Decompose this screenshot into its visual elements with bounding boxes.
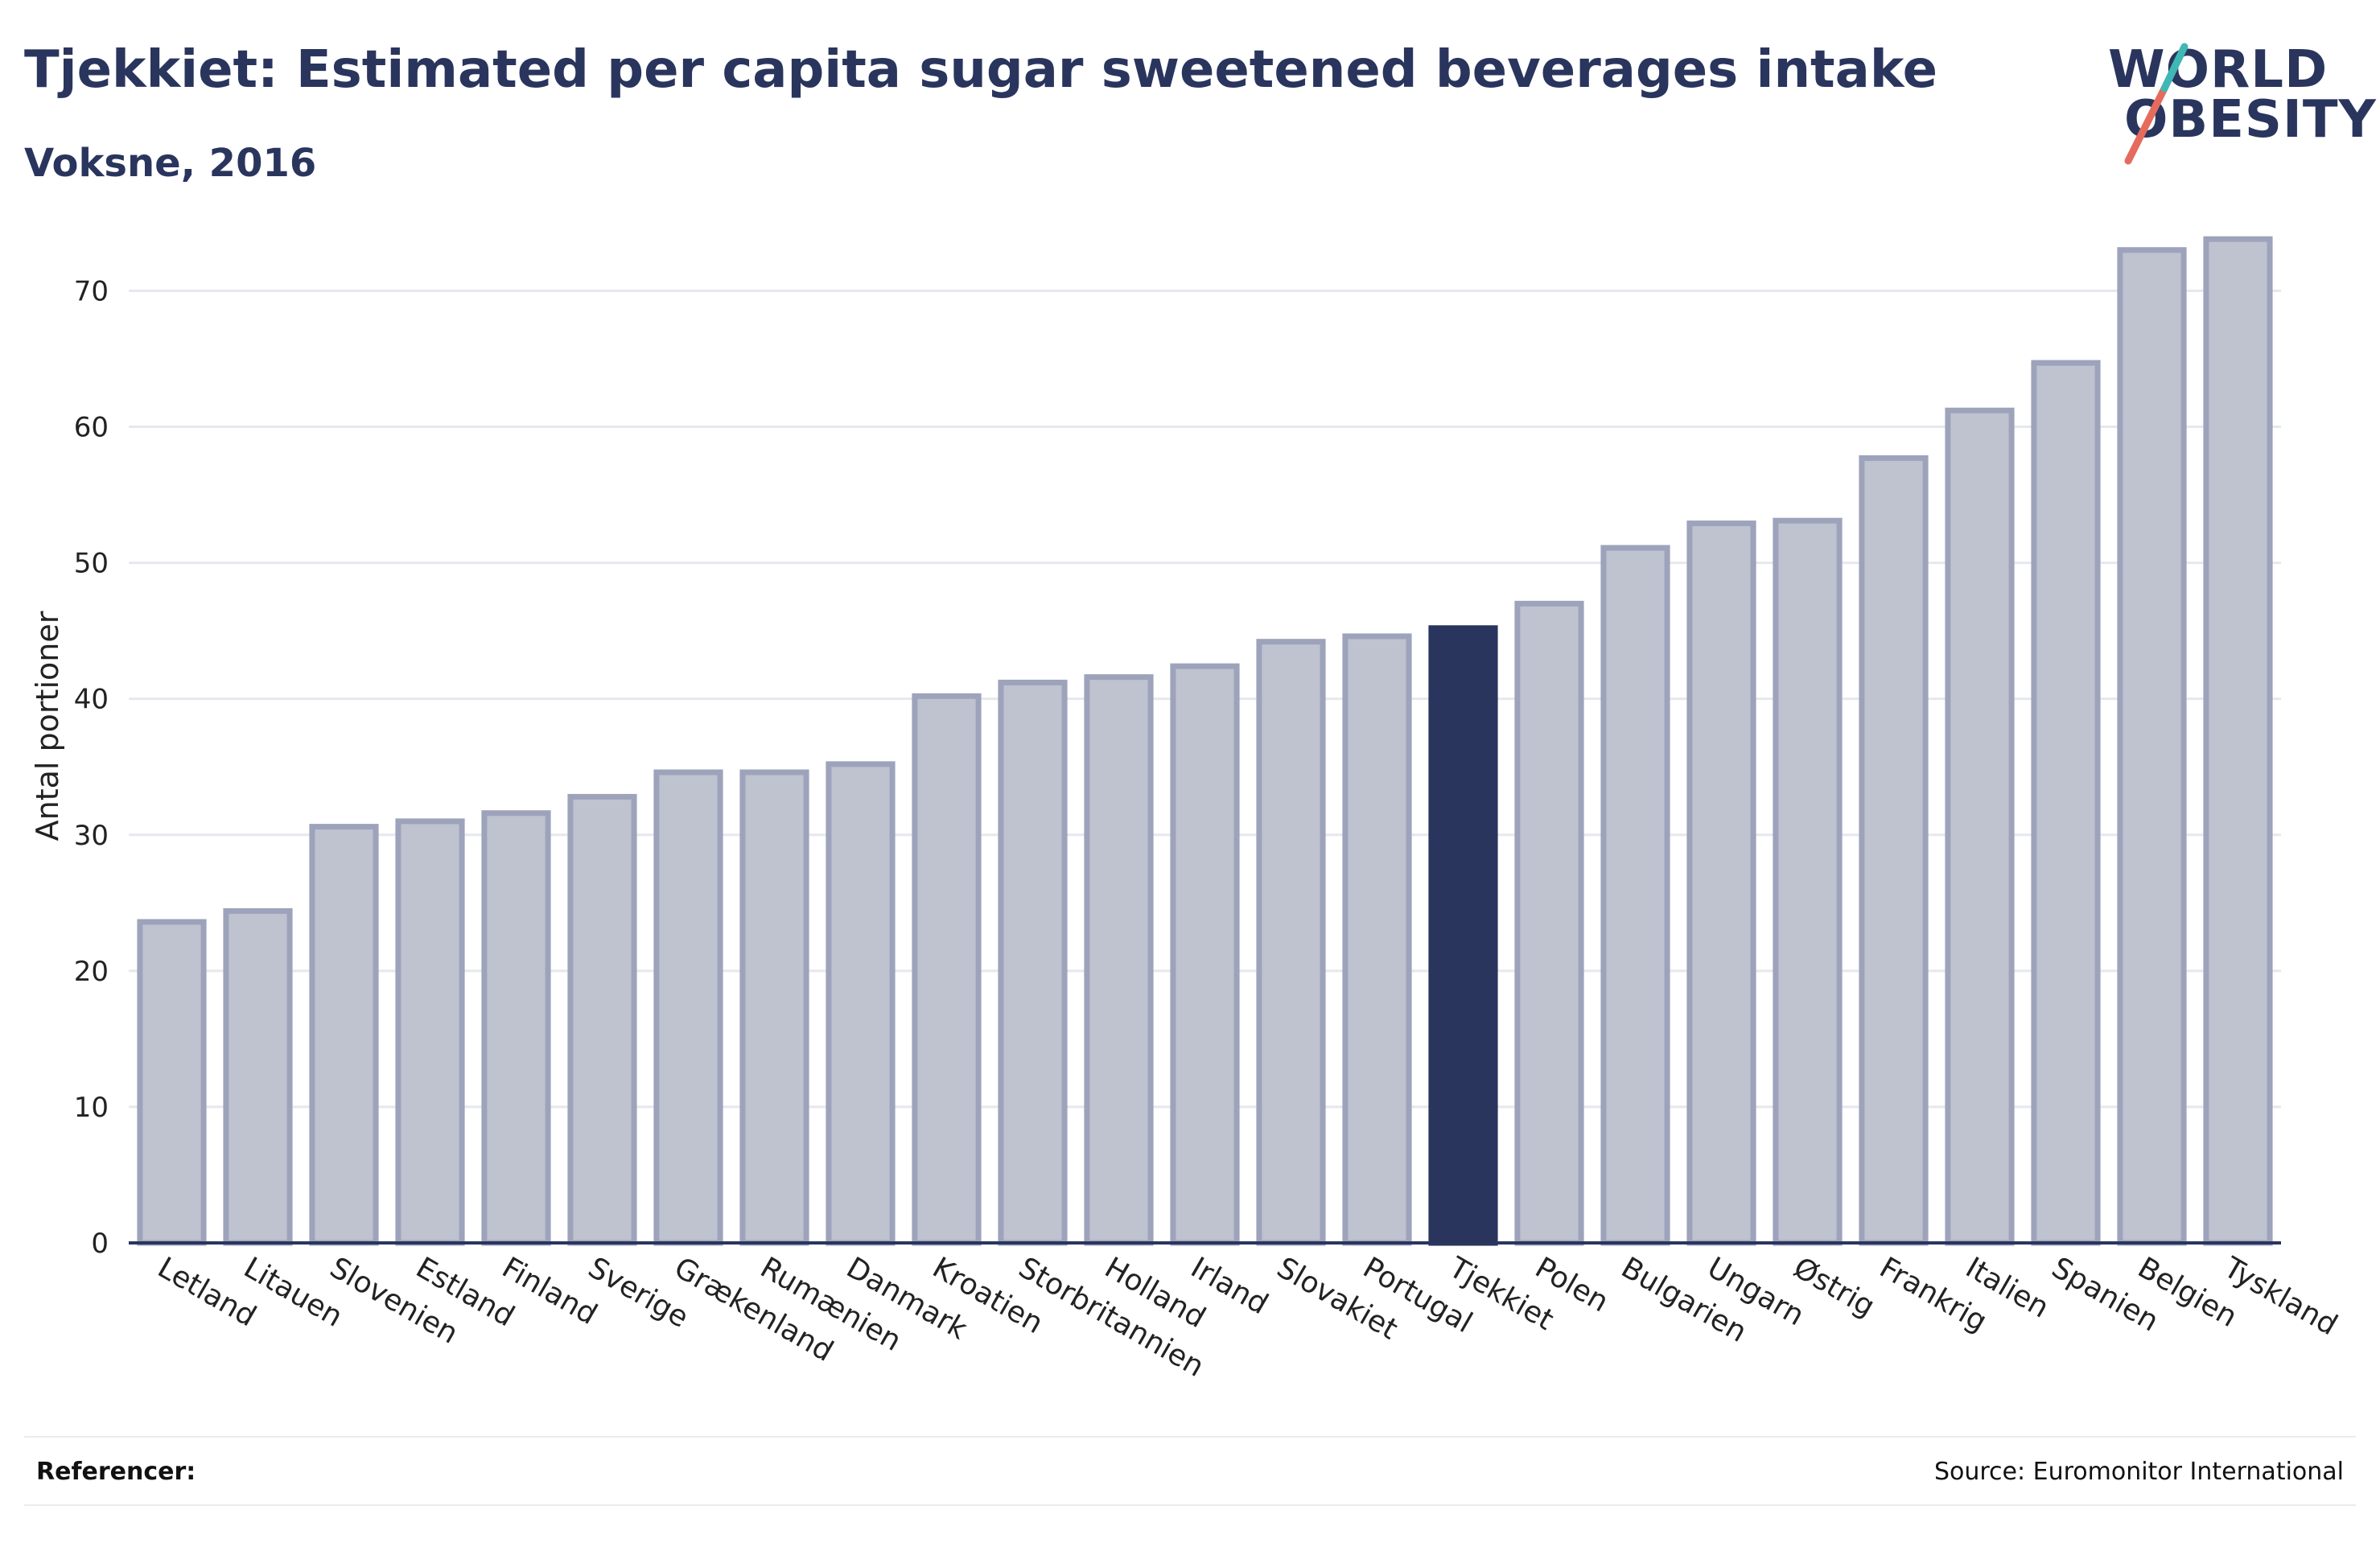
source-label: Source: Euromonitor International [1933, 1458, 2344, 1486]
bar-estland [395, 818, 465, 1246]
world-obesity-logo: WORLD OBESITY [2092, 40, 2376, 169]
logo-slash-icon [2124, 43, 2189, 165]
bar-italien [1945, 407, 2015, 1246]
bar-sverige [567, 793, 637, 1246]
logo-text-obesity: OBESITY [2124, 90, 2377, 150]
bar-grækenland [653, 769, 723, 1246]
bar-kroatien [912, 693, 982, 1246]
bar-chart: 0 10 20 30 40 50 60 70 Antal portioner LetlandLit… [30, 236, 2343, 1384]
bar-letland [137, 919, 207, 1246]
bar-tyskland [2203, 236, 2273, 1246]
bar-portugal [1342, 633, 1412, 1246]
y-tick-label: 70 [74, 275, 109, 307]
bar-frankrig [1859, 455, 1929, 1246]
y-tick-label: 60 [74, 412, 109, 444]
bar-storbritannien [998, 679, 1068, 1246]
bar-finland [481, 810, 551, 1246]
x-tick-label: Letland [152, 1251, 261, 1333]
x-tick-label: Tyskland [2217, 1251, 2343, 1343]
y-tick-label: 20 [74, 956, 109, 988]
x-tick-label: Finland [496, 1251, 603, 1331]
bar-litauen [223, 907, 293, 1246]
y-tick-label: 30 [74, 820, 109, 852]
bar-holland [1084, 674, 1154, 1246]
bar-belgien [2117, 247, 2187, 1246]
footer-divider-bottom [24, 1504, 2356, 1506]
y-tick-label: 40 [74, 684, 109, 716]
bar-bulgarien [1600, 545, 1670, 1246]
y-tick-label: 0 [91, 1228, 109, 1260]
bar-østrig [1773, 517, 1843, 1246]
x-tick-label: Litauen [238, 1251, 348, 1334]
bar-danmark [826, 761, 896, 1246]
bar-rumænien [739, 769, 809, 1246]
bar-tjekkiet [1428, 625, 1498, 1246]
bar-polen [1514, 600, 1584, 1246]
bar-irland [1170, 663, 1240, 1246]
bar-ungarn [1686, 520, 1756, 1246]
chart-title: Tjekkiet: Estimated per capita sugar swe… [24, 40, 1938, 100]
bar-spanien [2031, 360, 2101, 1246]
y-tick-label: 50 [74, 548, 109, 580]
references-label: Referencer: [36, 1458, 196, 1486]
footer-divider-top [24, 1436, 2356, 1438]
y-axis-label: Antal portioner [30, 611, 65, 841]
bar-slovenien [309, 824, 379, 1246]
chart-subtitle: Voksne, 2016 [24, 141, 317, 186]
bar-slovakiet [1256, 639, 1326, 1246]
y-tick-label: 10 [74, 1092, 109, 1124]
logo-text-world: WORLD [2108, 40, 2329, 100]
